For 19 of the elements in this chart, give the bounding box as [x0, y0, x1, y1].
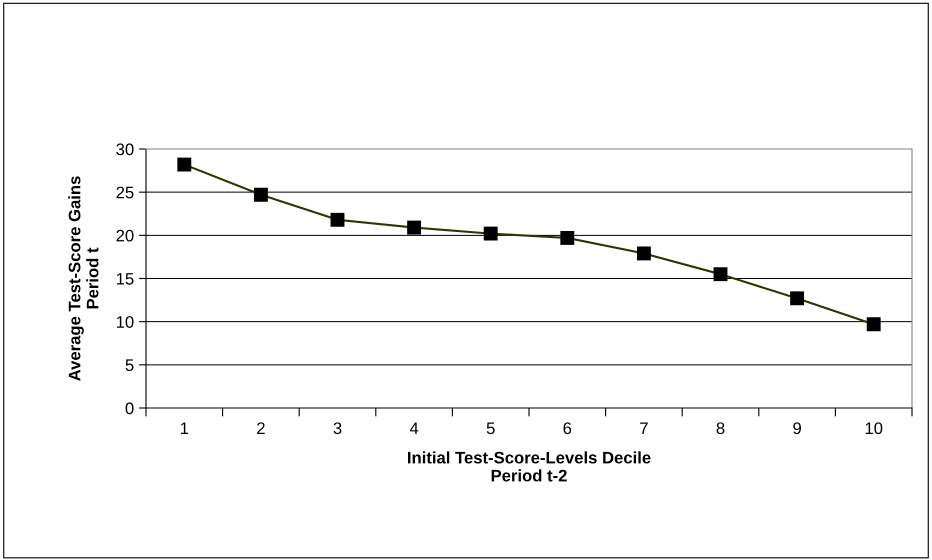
y-tick-label: 20	[116, 230, 134, 242]
y-tick-label: 0	[126, 402, 134, 414]
x-tick-label: 9	[793, 422, 801, 434]
x-tick-label: 2	[257, 422, 265, 434]
x-tick-label: 8	[716, 422, 724, 434]
x-tick-label: 6	[564, 422, 572, 434]
y-tick-label: 30	[116, 143, 134, 156]
x-tick-label: 4	[410, 422, 418, 434]
y-tick-label: 25	[116, 186, 134, 198]
y-tick-label: 10	[116, 316, 134, 328]
x-tick-label: 10	[866, 422, 882, 434]
x-tick-label: 5	[486, 422, 495, 434]
x-tick-label: 3	[334, 422, 342, 434]
x-axis-title: Initial Test-Score-Levels Decile Period t-2	[408, 451, 651, 482]
y-tick-label: 15	[116, 273, 134, 285]
x-tick-label: 7	[640, 422, 648, 434]
y-tick-label: 5	[126, 359, 134, 372]
y-axis-title: Average Test-Score Gains Period t	[68, 176, 98, 381]
x-tick-label: 1	[180, 422, 188, 434]
